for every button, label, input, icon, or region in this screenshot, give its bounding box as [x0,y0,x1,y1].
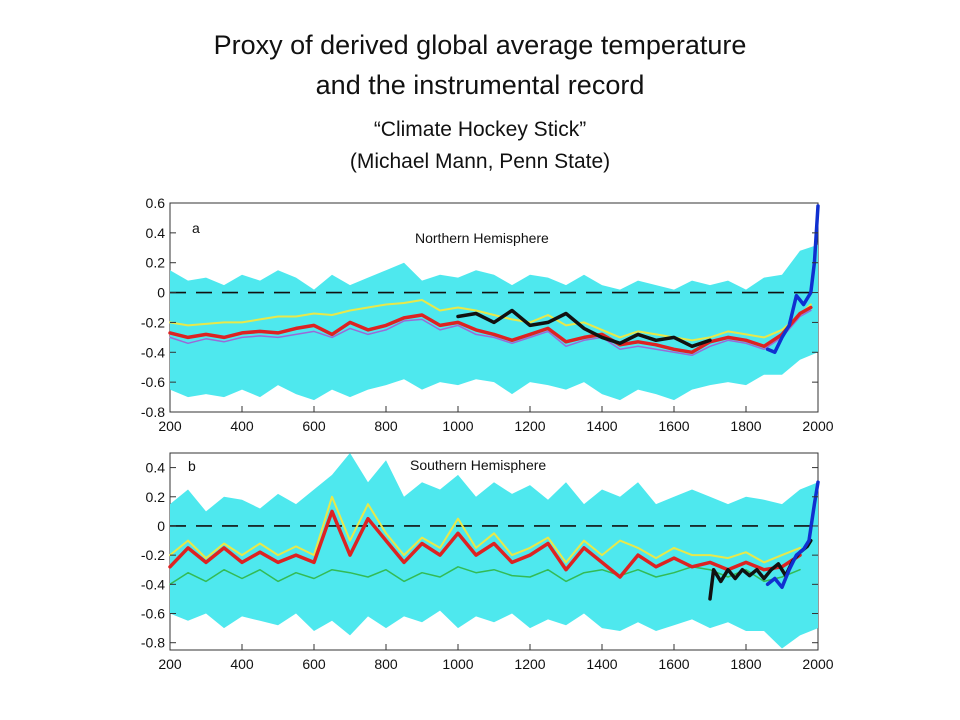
panel-letter-a: a [192,220,200,236]
ytick-label-a: 0.4 [146,225,166,241]
xtick-label-b: 600 [302,656,326,672]
xtick-label-a: 1000 [442,418,473,434]
ytick-label-a: -0.2 [141,314,165,330]
ytick-label-b: -0.2 [141,547,165,563]
xtick-label-b: 1000 [442,656,473,672]
ytick-label-a: 0 [157,285,165,301]
slide-title-line2: and the instrumental record [315,70,645,100]
ytick-label-b: -0.8 [141,635,165,651]
ytick-label-b: -0.6 [141,606,165,622]
panel-letter-b: b [188,458,196,474]
slide-title-line1: Proxy of derived global average temperat… [213,30,747,60]
series-purple-a [169,309,812,357]
uncertainty-band-b [170,453,818,649]
xtick-label-a: 1800 [730,418,761,434]
ytick-label-a: -0.8 [141,404,165,420]
xtick-label-a: 200 [158,418,182,434]
ytick-label-b: 0.4 [146,460,166,476]
ytick-label-a: 0.2 [146,255,166,271]
xtick-label-b: 400 [230,656,254,672]
ytick-label-b: 0.2 [146,489,166,505]
xtick-label-b: 800 [374,656,398,672]
series-yellow-b [169,495,801,564]
series-recon-b [168,509,802,579]
xtick-label-a: 800 [374,418,398,434]
ytick-label-b: -0.4 [141,576,165,592]
xtick-label-b: 2000 [802,656,833,672]
ytick-label-a: 0.6 [146,195,166,211]
panel-label-b: Southern Hemisphere [410,457,546,473]
series-black-a [456,308,712,349]
xtick-label-b: 1200 [514,656,545,672]
series-instrumental-a [765,204,820,355]
xtick-label-b: 1400 [586,656,617,672]
series-instrumental-b [765,480,820,590]
xtick-label-a: 600 [302,418,326,434]
ytick-label-a: -0.6 [141,374,165,390]
panel-label-a: Northern Hemisphere [415,230,549,246]
xtick-label-b: 200 [158,656,182,672]
xtick-label-b: 1600 [658,656,689,672]
ytick-label-a: -0.4 [141,344,165,360]
xtick-label-a: 2000 [802,418,833,434]
ytick-label-b: 0 [157,518,165,534]
slide-subtitle-line2: (Michael Mann, Penn State) [349,150,611,173]
xtick-label-a: 1200 [514,418,545,434]
series-yellow-a [169,299,812,342]
xtick-label-a: 400 [230,418,254,434]
xtick-label-b: 1800 [730,656,761,672]
slide-subtitle-line1: “Climate Hockey Stick” [373,118,587,141]
xtick-label-a: 1600 [658,418,689,434]
xtick-label-a: 1400 [586,418,617,434]
